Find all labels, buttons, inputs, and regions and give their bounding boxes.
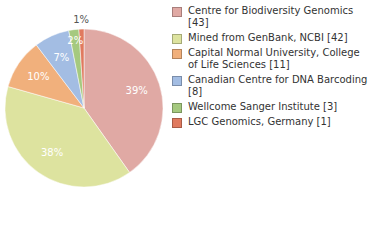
data-label: 7% <box>53 52 69 63</box>
legend-swatch <box>172 7 182 17</box>
legend-entry: Centre for Biodiversity Genomics [43] <box>172 5 368 29</box>
chart: 39% 38% 10% 7% 2% 1% Centre for Biodiversity … <box>0 0 380 240</box>
legend-swatch <box>172 76 182 86</box>
legend-text: LGC Genomics, Germany [1] <box>188 116 368 128</box>
data-label: 38% <box>41 147 63 158</box>
legend-text: Wellcome Sanger Institute [3] <box>188 101 368 113</box>
legend-entry: Capital Normal University, College of Li… <box>172 47 368 71</box>
data-label: 2% <box>67 35 83 46</box>
legend-entry: LGC Genomics, Germany [1] <box>172 116 368 128</box>
legend-swatch <box>172 34 182 44</box>
data-labels: 39% 38% 10% 7% 2% 1% <box>27 14 148 158</box>
legend-entry: Wellcome Sanger Institute [3] <box>172 101 368 113</box>
legend-entry: Mined from GenBank, NCBI [42] <box>172 32 368 44</box>
legend-text: Capital Normal University, College of Li… <box>188 47 368 71</box>
legend-entry: Canadian Centre for DNA Barcoding [8] <box>172 74 368 98</box>
legend-text: Mined from GenBank, NCBI [42] <box>188 32 368 44</box>
legend-text: Centre for Biodiversity Genomics [43] <box>188 5 368 29</box>
legend-text: Canadian Centre for DNA Barcoding [8] <box>188 74 368 98</box>
pie-area: 39% 38% 10% 7% 2% 1% <box>0 0 170 240</box>
legend-swatch <box>172 49 182 59</box>
legend-swatch <box>172 118 182 128</box>
data-label: 1% <box>73 14 89 25</box>
legend-swatch <box>172 103 182 113</box>
data-label: 10% <box>27 71 49 82</box>
data-label: 39% <box>126 85 148 96</box>
